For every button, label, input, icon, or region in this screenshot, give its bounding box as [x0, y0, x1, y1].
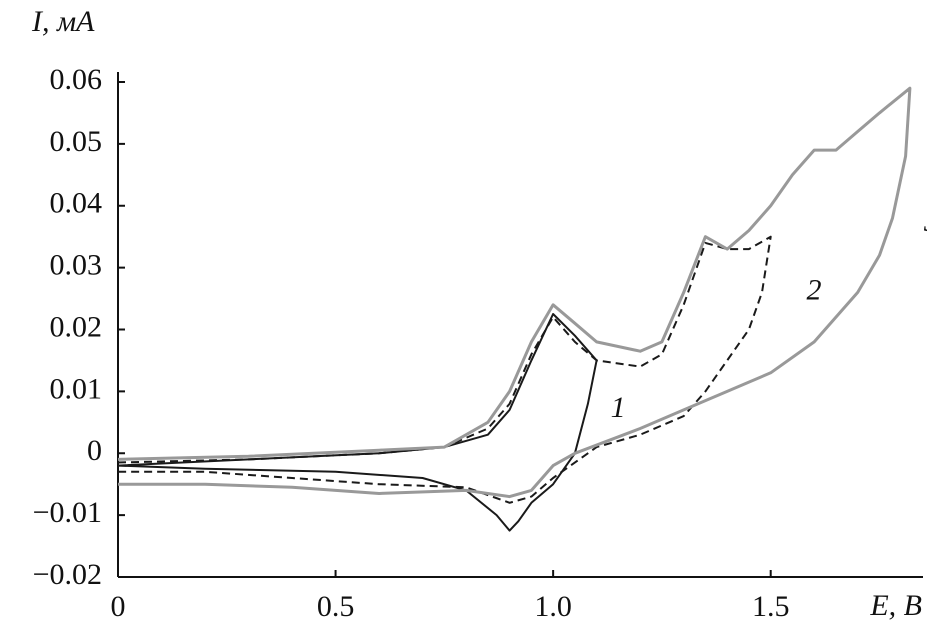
y-tick-label: 0 — [87, 434, 102, 467]
curve-label: 2 — [806, 273, 821, 306]
x-tick-label: 0.5 — [317, 590, 355, 623]
curve — [117, 313, 598, 532]
curve — [117, 235, 772, 504]
y-axis-label: I, мА — [31, 5, 95, 38]
y-tick-label: 0.02 — [50, 310, 103, 343]
y-tick-label: 0.03 — [50, 249, 103, 282]
x-tick-label: 0 — [111, 590, 126, 623]
curve — [117, 86, 912, 499]
curve-label: 1 — [611, 391, 626, 424]
y-tick-label: 0.05 — [50, 125, 103, 158]
y-tick-label: −0.01 — [33, 496, 102, 529]
y-tick-label: 0.01 — [50, 372, 103, 405]
x-axis-label: E, В — [869, 589, 922, 622]
x-tick-label: 1.5 — [752, 590, 790, 623]
curve-label: 3 — [923, 205, 927, 238]
x-tick-label: 1.0 — [534, 590, 572, 623]
y-tick-label: 0.06 — [50, 63, 103, 96]
y-tick-label: −0.02 — [33, 558, 102, 591]
y-tick-label: 0.04 — [50, 187, 103, 220]
